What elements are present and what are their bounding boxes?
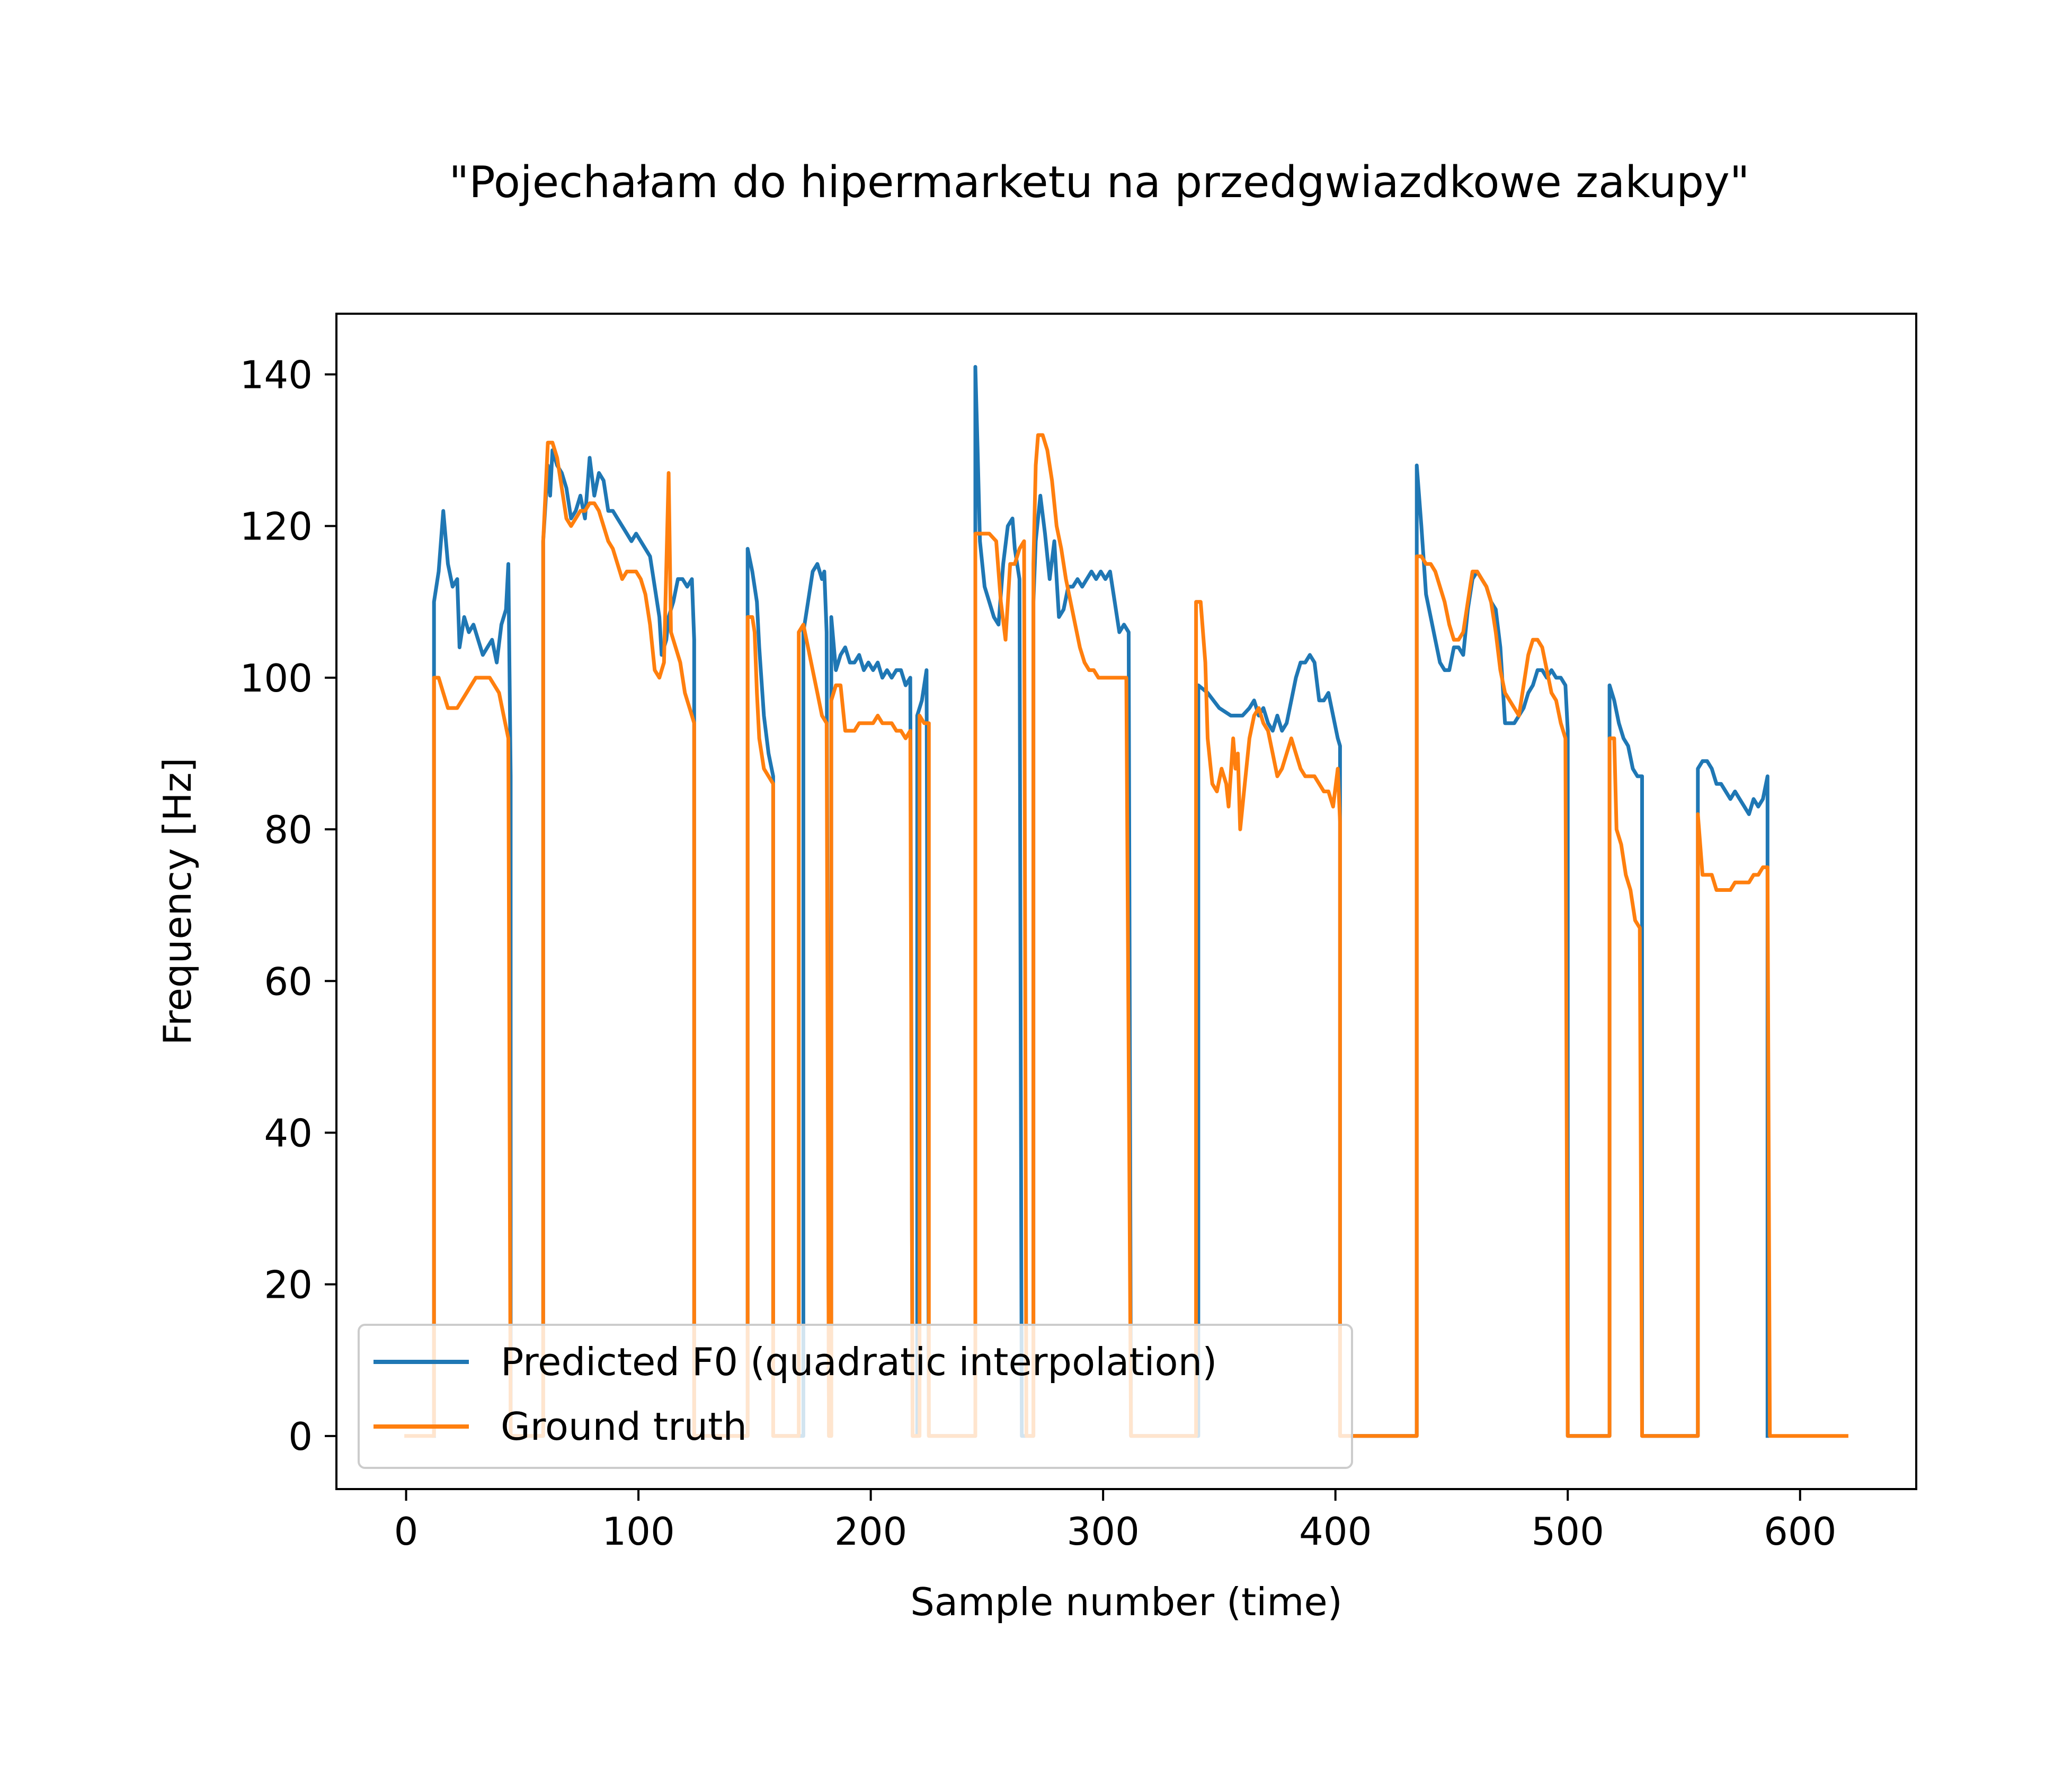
y-tick-label: 0 [288, 1414, 313, 1459]
x-tick-label: 0 [394, 1509, 419, 1554]
y-tick-label: 140 [240, 352, 313, 397]
y-tick-label: 20 [264, 1263, 313, 1307]
y-tick-label: 100 [240, 656, 313, 701]
chart-title: "Pojechałam do hipermarketu na przedgwia… [449, 157, 1750, 208]
y-tick-label: 80 [264, 808, 313, 852]
y-tick-label: 40 [264, 1111, 313, 1155]
legend-label-predicted: Predicted F0 (quadratic interpolation) [501, 1340, 1217, 1384]
series-layer [404, 365, 1848, 1438]
series-line-1 [404, 433, 1848, 1438]
x-axis-label: Sample number (time) [910, 1580, 1342, 1624]
x-tick-label: 100 [602, 1509, 674, 1554]
y-tick-label: 120 [240, 504, 313, 549]
legend-label-ground-truth: Ground truth [501, 1404, 747, 1449]
plot-area [335, 313, 1917, 1490]
plot-frame [335, 313, 1917, 1490]
y-axis: 0 20 40 60 80 100 120 140 [240, 352, 336, 1459]
x-tick-label: 200 [834, 1509, 907, 1554]
x-tick-label: 300 [1066, 1509, 1139, 1554]
legend: Predicted F0 (quadratic interpolation) G… [358, 1324, 1353, 1469]
legend-frame [358, 1324, 1353, 1469]
x-axis: 0 100 200 300 400 500 600 [394, 1489, 1836, 1554]
y-axis-label: Frequency [Hz] [155, 758, 200, 1046]
x-tick-label: 500 [1531, 1509, 1604, 1554]
y-tick-label: 60 [264, 959, 313, 1004]
x-tick-label: 400 [1299, 1509, 1372, 1554]
x-tick-label: 600 [1764, 1509, 1836, 1554]
